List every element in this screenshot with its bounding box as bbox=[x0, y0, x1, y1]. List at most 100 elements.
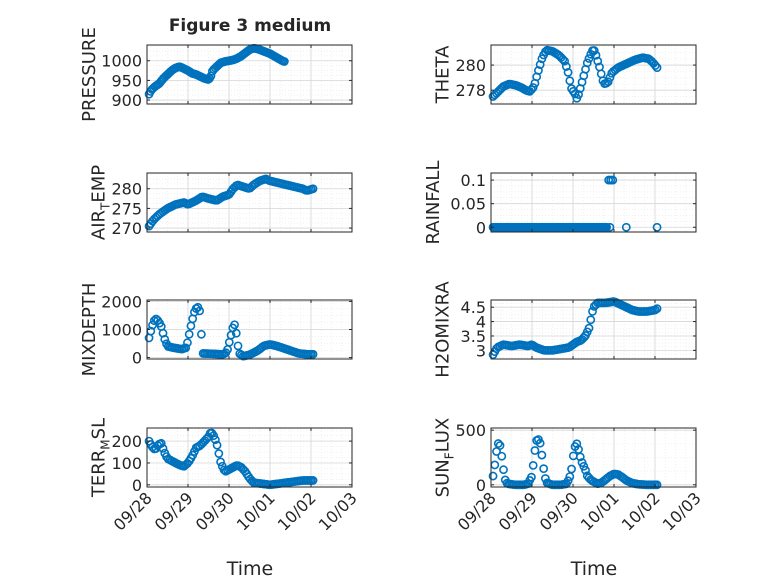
x-axis-label-right: Time bbox=[570, 558, 618, 580]
data-point bbox=[608, 175, 618, 185]
y-tick-label: 0 bbox=[132, 349, 142, 368]
data-point bbox=[156, 438, 166, 448]
data-point bbox=[582, 58, 592, 68]
data-point bbox=[181, 343, 191, 353]
data-point bbox=[572, 439, 582, 449]
data-point bbox=[488, 471, 498, 481]
y-tick-label: 200 bbox=[111, 432, 142, 451]
data-point bbox=[196, 329, 206, 339]
y-axis-label-main: AIR bbox=[89, 210, 110, 240]
data-point bbox=[575, 452, 585, 462]
y-axis-label-main: TERR bbox=[89, 450, 110, 498]
data-point bbox=[539, 464, 549, 474]
y-axis-label: RAINFALL bbox=[423, 161, 444, 245]
data-point bbox=[184, 329, 194, 339]
y-axis-label: TERRMSL bbox=[89, 418, 113, 498]
data-point bbox=[605, 222, 615, 232]
y-tick-label: 278 bbox=[455, 81, 486, 100]
axes-frame bbox=[490, 44, 697, 105]
data-point bbox=[230, 320, 239, 330]
data-point bbox=[652, 304, 662, 314]
data-point bbox=[212, 440, 222, 450]
data-point bbox=[497, 451, 507, 461]
data-point bbox=[214, 449, 224, 458]
y-tick-label: 900 bbox=[111, 91, 142, 110]
data-series bbox=[488, 45, 662, 103]
y-axis-label-subscript: F bbox=[443, 452, 457, 459]
y-tick-label: 100 bbox=[111, 454, 142, 473]
axes-frame bbox=[146, 172, 353, 233]
data-point bbox=[183, 338, 192, 348]
data-point bbox=[279, 57, 289, 66]
data-point bbox=[591, 50, 601, 60]
data-point bbox=[558, 54, 568, 64]
data-point bbox=[561, 62, 571, 71]
data-point bbox=[570, 89, 580, 99]
data-point bbox=[209, 431, 218, 440]
y-axis-label-main: SUN bbox=[433, 459, 454, 497]
y-axis-label: SUNFLUX bbox=[433, 418, 457, 498]
data-point bbox=[195, 306, 205, 316]
data-point bbox=[650, 61, 660, 70]
data-point bbox=[493, 439, 503, 448]
data-series bbox=[144, 43, 289, 99]
y-tick-label: 1000 bbox=[101, 52, 142, 71]
y-axis-label-subscript: T bbox=[99, 202, 113, 211]
y-tick-label: 500 bbox=[455, 421, 486, 440]
y-tick-label: 0 bbox=[476, 476, 486, 495]
data-point bbox=[565, 76, 575, 86]
data-point bbox=[563, 476, 573, 486]
data-point bbox=[588, 307, 597, 316]
data-point bbox=[308, 184, 318, 194]
y-tick-label: 3.5 bbox=[461, 327, 486, 346]
data-point bbox=[621, 222, 631, 232]
y-tick-label: 0.1 bbox=[461, 171, 486, 190]
y-tick-label: 2000 bbox=[101, 292, 142, 311]
data-point bbox=[216, 457, 225, 467]
data-point bbox=[537, 450, 547, 460]
data-point bbox=[233, 341, 243, 351]
y-tick-label: 280 bbox=[111, 180, 142, 199]
axes-frame bbox=[490, 172, 697, 233]
data-point bbox=[530, 446, 540, 455]
data-series bbox=[488, 435, 662, 490]
data-point bbox=[308, 476, 318, 485]
data-point bbox=[527, 85, 536, 95]
data-point bbox=[584, 54, 594, 63]
data-point bbox=[534, 66, 543, 75]
y-axis-label: AIRTEMP bbox=[89, 165, 113, 240]
data-point bbox=[535, 438, 545, 448]
data-point bbox=[581, 465, 590, 475]
data-point bbox=[535, 60, 545, 69]
subplot-second-right: 0 0.05 0.1 RAINFALL bbox=[423, 161, 697, 245]
y-tick-label: 270 bbox=[111, 219, 142, 238]
data-point bbox=[652, 222, 662, 232]
x-axis-label-left: Time bbox=[226, 558, 274, 580]
data-point bbox=[589, 46, 599, 55]
y-axis-label: THETA bbox=[433, 45, 454, 105]
y-axis-label: H2OMIXRA bbox=[433, 281, 454, 378]
data-point bbox=[528, 460, 538, 470]
y-axis-label-rest: SL bbox=[89, 418, 110, 439]
y-axis-label: MIXDEPTH bbox=[79, 283, 100, 377]
data-point bbox=[158, 443, 168, 453]
axes-frame bbox=[490, 299, 697, 360]
data-point bbox=[593, 56, 603, 66]
data-point bbox=[499, 465, 508, 475]
data-point bbox=[567, 464, 576, 474]
data-point bbox=[210, 435, 220, 445]
y-tick-label: 1000 bbox=[101, 321, 142, 340]
data-point bbox=[495, 441, 505, 450]
data-point bbox=[586, 315, 596, 325]
data-point bbox=[527, 472, 536, 482]
data-point bbox=[584, 323, 594, 333]
data-series bbox=[488, 297, 662, 360]
data-point bbox=[231, 328, 241, 338]
data-point bbox=[603, 77, 613, 87]
y-tick-label: 0 bbox=[132, 476, 142, 495]
